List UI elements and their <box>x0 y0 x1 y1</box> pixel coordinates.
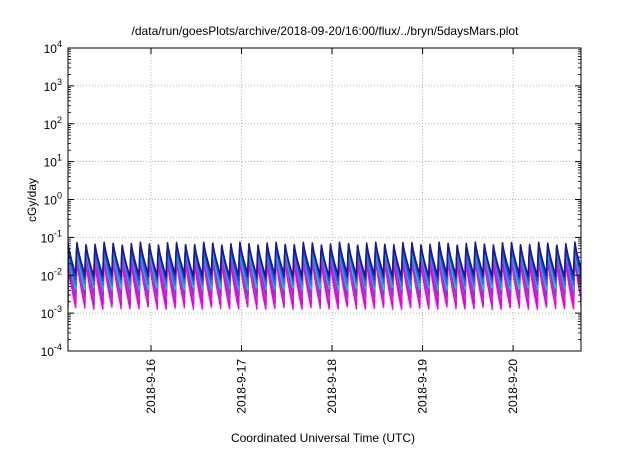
y-tick-label: 10-1 <box>41 228 62 245</box>
x-tick-label: 2018-9-16 <box>144 359 158 414</box>
y-tick-label: 101 <box>44 153 62 170</box>
x-tick-label: 2018-9-18 <box>325 359 339 414</box>
chart-title: /data/run/goesPlots/archive/2018-09-20/1… <box>132 24 520 38</box>
x-tick-label: 2018-9-17 <box>235 359 249 414</box>
x-axis-label: Coordinated Universal Time (UTC) <box>231 431 415 445</box>
axes: 10-4 10-3 10-2 10-1 100 101 102 103 104 2018-9-16… <box>41 39 582 414</box>
y-tick-label: 10-3 <box>41 304 62 321</box>
x-tick-label: 2018-9-20 <box>506 359 520 414</box>
y-axis-label: cGy/day <box>25 178 39 222</box>
y-tick-label: 103 <box>44 77 62 94</box>
grid <box>68 48 581 351</box>
plot-border <box>67 47 582 352</box>
y-tick-label: 104 <box>44 39 62 56</box>
y-tick-label: 10-4 <box>41 342 62 359</box>
series-line <box>68 248 581 298</box>
x-tick-label: 2018-9-19 <box>416 359 430 414</box>
y-tick-label: 102 <box>44 115 62 132</box>
series-group <box>68 241 581 310</box>
y-tick-label: 100 <box>44 191 62 208</box>
series-line <box>68 241 581 278</box>
y-tick-label: 10-2 <box>41 266 62 283</box>
